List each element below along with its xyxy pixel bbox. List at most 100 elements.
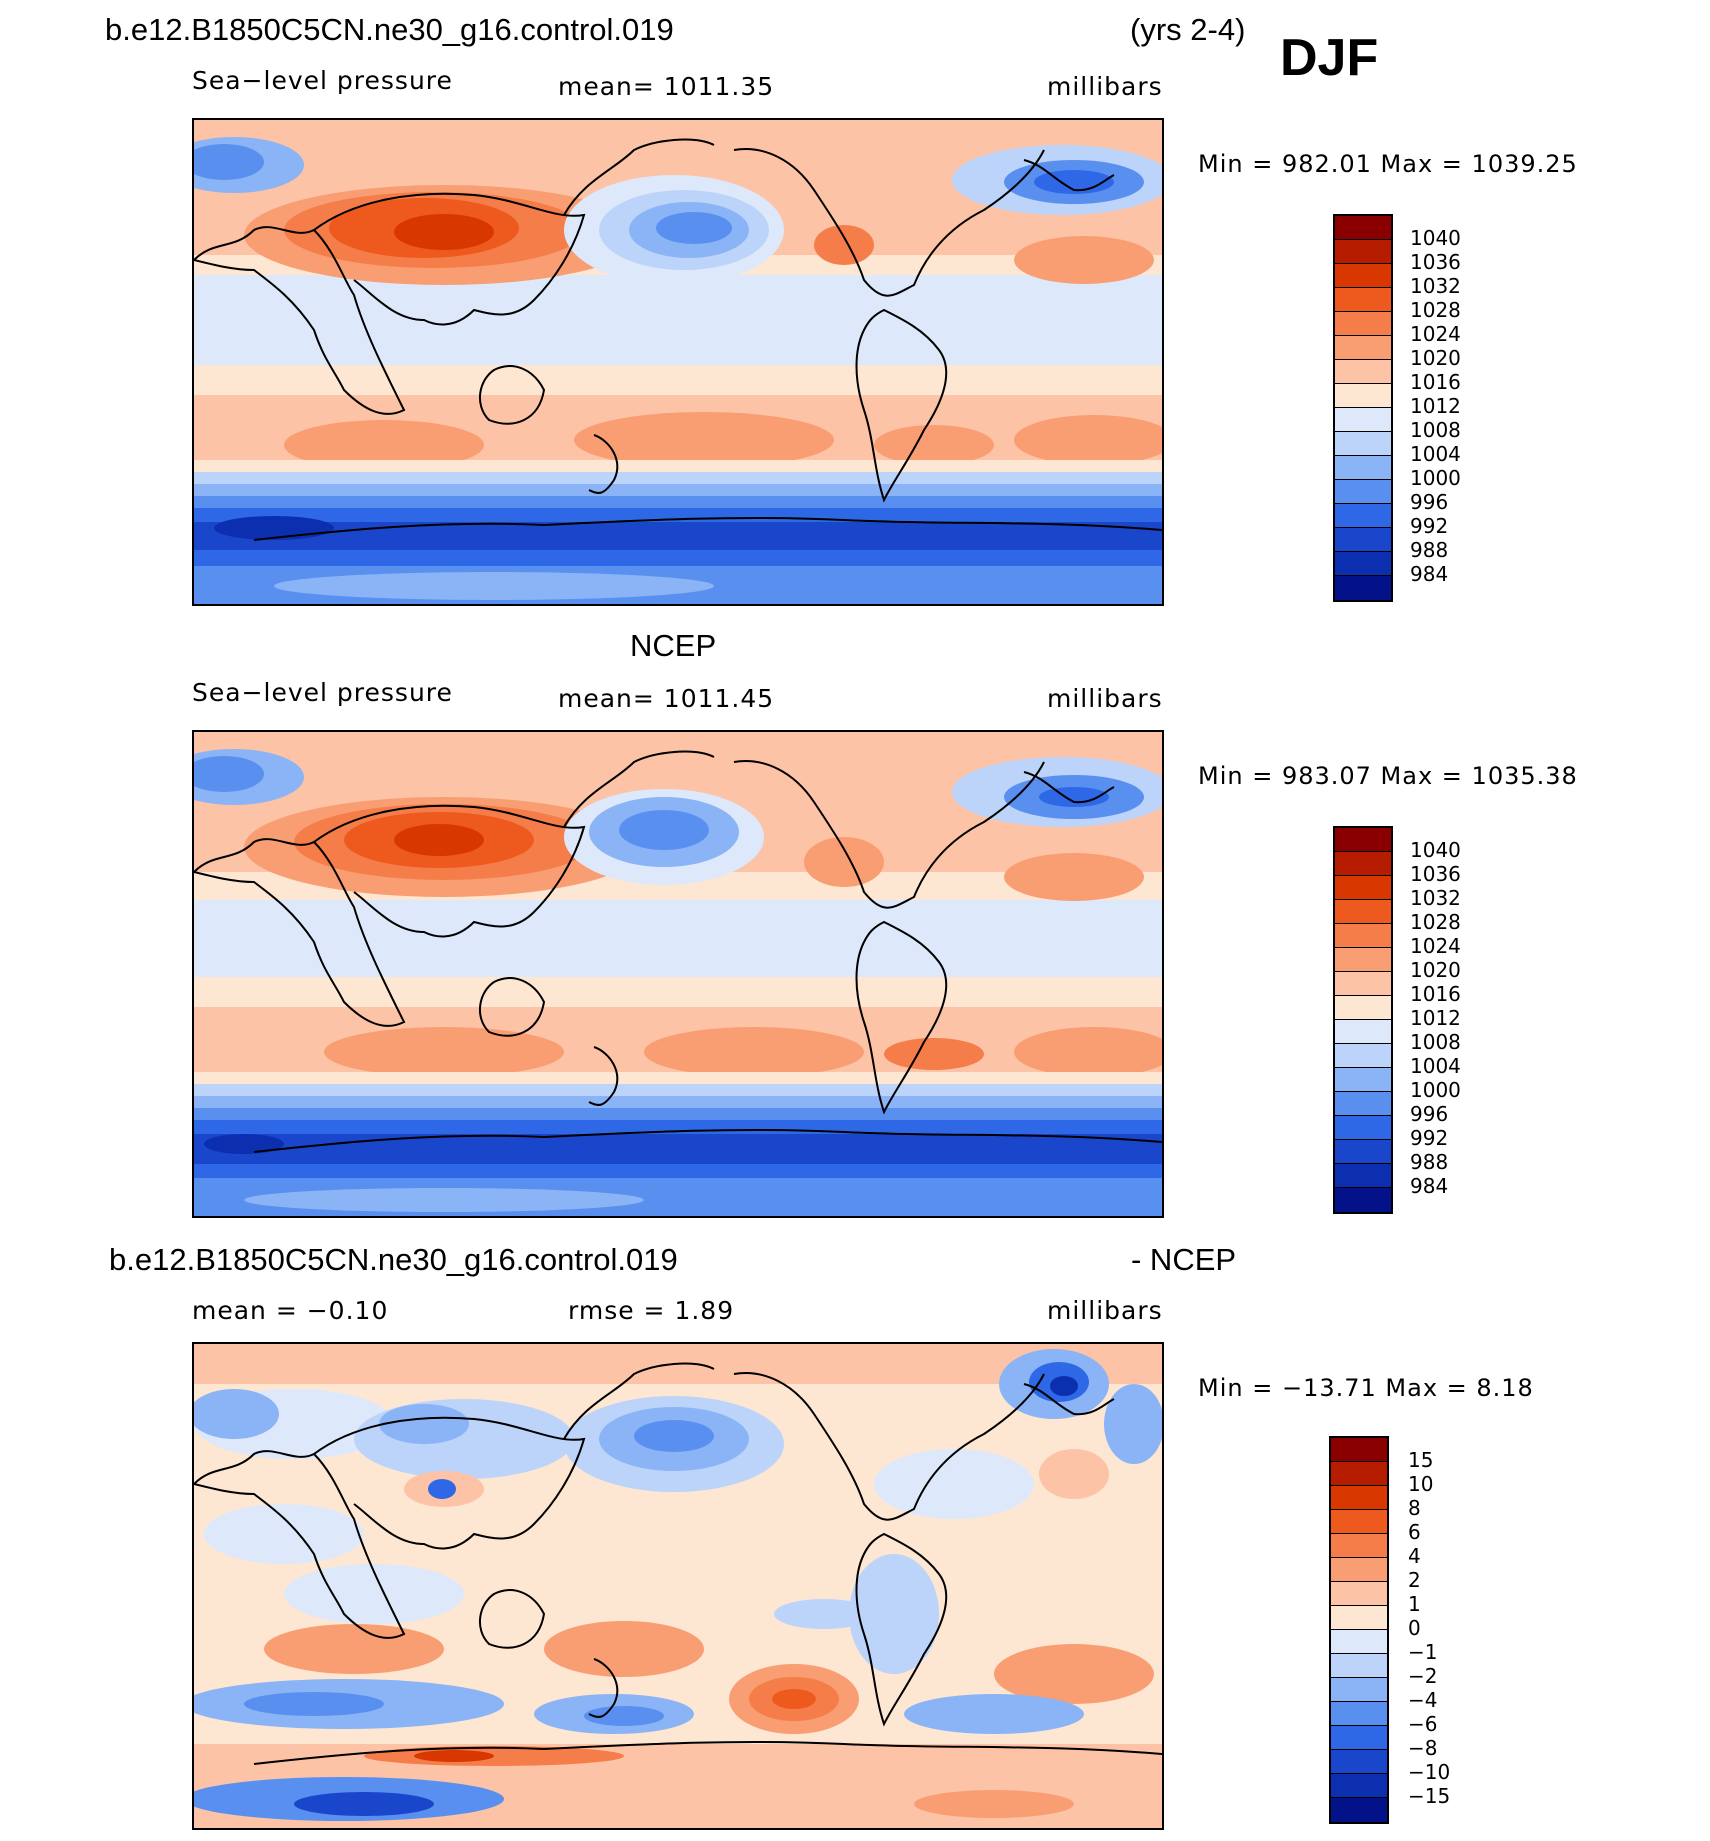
panel3-swatch: [1331, 1774, 1387, 1798]
panel1-swatch: [1335, 408, 1391, 432]
panel1-level-label: 1020: [1410, 346, 1461, 370]
panel3-level-label: −2: [1408, 1664, 1438, 1688]
panel1-swatch: [1335, 336, 1391, 360]
panel1-swatch: [1335, 384, 1391, 408]
panel2-level-label: 1008: [1410, 1030, 1461, 1054]
panel1-swatch: [1335, 480, 1391, 504]
panel3-level-label: 2: [1408, 1568, 1421, 1592]
panel2-level-label: 1004: [1410, 1054, 1461, 1078]
panel3-level-label: −4: [1408, 1688, 1438, 1712]
panel2-swatch: [1335, 948, 1391, 972]
panel1-level-label: 1000: [1410, 466, 1461, 490]
panel1-level-label: 996: [1410, 490, 1449, 514]
panel2-swatch: [1335, 1116, 1391, 1140]
panel1-mean-label: mean= 1011.35: [558, 72, 775, 101]
panel3-swatch: [1331, 1630, 1387, 1654]
panel2-heading: NCEP: [630, 628, 717, 663]
panel3-swatch: [1331, 1798, 1387, 1822]
panel2-level-label: 1028: [1410, 910, 1461, 934]
panel2-swatch: [1335, 1044, 1391, 1068]
panel3-level-label: 6: [1408, 1520, 1421, 1544]
panel3-swatch: [1331, 1726, 1387, 1750]
panel1-swatch: [1335, 552, 1391, 576]
panel2-swatch: [1335, 828, 1391, 852]
panel1-units-label: millibars: [1047, 72, 1163, 101]
panel2-colorbar: [1333, 826, 1393, 1214]
panel3-level-label: 8: [1408, 1496, 1421, 1520]
panel1-swatch: [1335, 432, 1391, 456]
panel3-swatch: [1331, 1462, 1387, 1486]
panel2-swatch: [1335, 900, 1391, 924]
panel2-mean-label: mean= 1011.45: [558, 684, 775, 713]
panel2-level-label: 1000: [1410, 1078, 1461, 1102]
panel3-swatch: [1331, 1678, 1387, 1702]
panel2-level-label: 1020: [1410, 958, 1461, 982]
figure-case-title: b.e12.B1850C5CN.ne30_g16.control.019: [105, 12, 674, 47]
panel1-swatch: [1335, 216, 1391, 240]
panel3-level-label: −15: [1408, 1784, 1451, 1808]
panel2-level-label: 992: [1410, 1126, 1449, 1150]
panel1-level-label: 1040: [1410, 226, 1461, 250]
panel2-swatch: [1335, 1092, 1391, 1116]
panel3-level-label: −8: [1408, 1736, 1438, 1760]
panel3-swatch: [1331, 1654, 1387, 1678]
panel1-swatch: [1335, 456, 1391, 480]
panel2-level-label: 1036: [1410, 862, 1461, 886]
panel3-swatch: [1331, 1510, 1387, 1534]
panel1-level-label: 1004: [1410, 442, 1461, 466]
panel1-swatch: [1335, 288, 1391, 312]
panel3-swatch: [1331, 1702, 1387, 1726]
panel3-rmse-label: rmse = 1.89: [568, 1296, 735, 1325]
panel1-level-label: 1016: [1410, 370, 1461, 394]
panel2-level-label: 984: [1410, 1174, 1449, 1198]
panel1-swatch: [1335, 360, 1391, 384]
panel1-swatch: [1335, 264, 1391, 288]
panel1-colorbar: [1333, 214, 1393, 602]
panel3-swatch: [1331, 1606, 1387, 1630]
panel1-swatch: [1335, 504, 1391, 528]
panel3-level-label: 4: [1408, 1544, 1421, 1568]
panel2-swatch: [1335, 852, 1391, 876]
panel3-contour-field: [194, 1344, 1162, 1828]
panel3-swatch: [1331, 1558, 1387, 1582]
panel3-swatch: [1331, 1486, 1387, 1510]
panel2-swatch: [1335, 1188, 1391, 1212]
panel2-minmax: Min = 983.07 Max = 1035.38: [1198, 762, 1578, 790]
panel2-swatch: [1335, 972, 1391, 996]
panel3-colorbar: [1329, 1436, 1389, 1824]
panel1-level-label: 1024: [1410, 322, 1461, 346]
panel3-swatch: [1331, 1534, 1387, 1558]
panel3-swatch: [1331, 1750, 1387, 1774]
panel3-level-label: −1: [1408, 1640, 1438, 1664]
panel1-swatch: [1335, 312, 1391, 336]
panel2-level-label: 1012: [1410, 1006, 1461, 1030]
panel2-swatch: [1335, 1020, 1391, 1044]
panel2-level-label: 996: [1410, 1102, 1449, 1126]
panel2-swatch: [1335, 1140, 1391, 1164]
panel2-level-label: 1016: [1410, 982, 1461, 1006]
panel2-map: [192, 730, 1164, 1218]
panel1-level-label: 984: [1410, 562, 1449, 586]
panel2-level-label: 1032: [1410, 886, 1461, 910]
panel3-heading-case: b.e12.B1850C5CN.ne30_g16.control.019: [109, 1242, 678, 1277]
panel3-minmax: Min = −13.71 Max = 8.18: [1198, 1374, 1534, 1402]
panel2-contour-field: [194, 732, 1162, 1216]
panel2-level-label: 1024: [1410, 934, 1461, 958]
panel1-map: [192, 118, 1164, 606]
panel2-level-label: 1040: [1410, 838, 1461, 862]
panel3-level-label: −6: [1408, 1712, 1438, 1736]
panel3-units-label: millibars: [1047, 1296, 1163, 1325]
panel3-map: [192, 1342, 1164, 1830]
panel3-swatch: [1331, 1438, 1387, 1462]
panel2-variable-label: Sea−level pressure: [192, 678, 453, 707]
panel2-swatch: [1335, 924, 1391, 948]
panel3-swatch: [1331, 1582, 1387, 1606]
panel1-level-label: 1032: [1410, 274, 1461, 298]
panel1-level-label: 1012: [1410, 394, 1461, 418]
panel2-swatch: [1335, 1068, 1391, 1092]
panel1-level-label: 1008: [1410, 418, 1461, 442]
panel3-heading-minus: - NCEP: [1131, 1242, 1237, 1277]
panel1-level-label: 1028: [1410, 298, 1461, 322]
panel1-level-label: 992: [1410, 514, 1449, 538]
panel3-mean-label: mean = −0.10: [192, 1296, 389, 1325]
